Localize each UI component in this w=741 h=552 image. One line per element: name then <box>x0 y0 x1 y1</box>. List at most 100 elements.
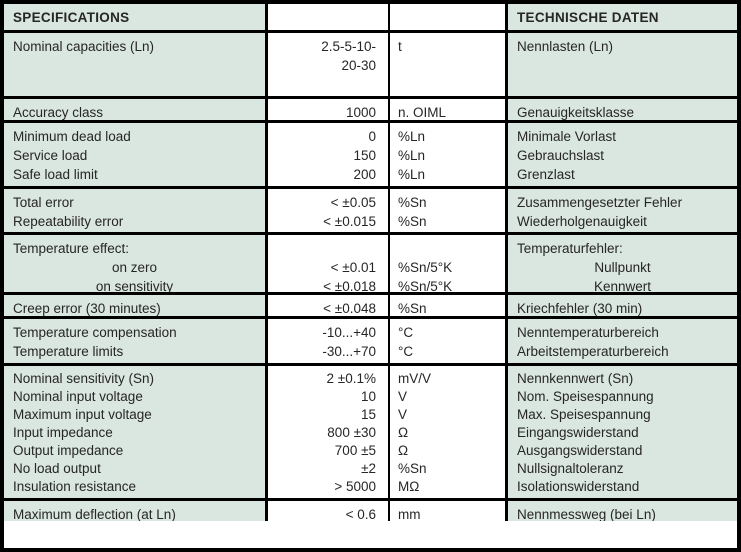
table-row: Accuracy class 1000 n. OIML Genauigkeitskla… <box>4 96 737 120</box>
cell-unit-line: °C <box>398 325 414 340</box>
cell-german-line: Nom. Speisespannung <box>517 389 654 404</box>
cell-value-line: < ±0.015 <box>323 214 376 229</box>
cell-german-line: Genauigkeitsklasse <box>517 105 635 120</box>
cell-specification-line: on sensitivity <box>95 279 174 292</box>
cell-value: 0 150 200 <box>268 123 390 186</box>
cell-value: < 0.6 <box>268 501 390 521</box>
cell-german: Zusammengesetzter Fehler Wiederholgenauig… <box>508 189 737 232</box>
cell-specification-line <box>4 56 265 75</box>
cell-specification: Temperature compensation Temperature limi… <box>4 319 268 363</box>
table-row: Total error Repeatability error < ±0.05 < ±… <box>4 186 737 232</box>
cell-specification-line: Maximum deflection (at Ln) <box>13 507 176 521</box>
cell-value: -10...+40 -30...+70 <box>268 319 390 363</box>
cell-value-line: 700 ±5 <box>334 443 376 458</box>
cell-german-line: Kriechfehler (30 min) <box>517 301 643 316</box>
table-header-row: SPECIFICATIONS TECHNISCHE DATEN <box>4 4 737 30</box>
cell-unit-line <box>390 56 505 75</box>
cell-unit: mm <box>390 501 508 521</box>
cell-specification-line: on zero <box>111 260 158 275</box>
cell-german-line: Nullpunkt <box>594 260 651 275</box>
cell-german-line: Wiederholgenauigkeit <box>517 214 647 229</box>
cell-german-line: Nennmessweg (bei Ln) <box>517 507 656 521</box>
cell-unit-line: %Ln <box>398 148 426 163</box>
cell-value-line: -30...+70 <box>322 344 376 359</box>
cell-unit: %Sn <box>390 295 508 316</box>
cell-german: Minimale Vorlast Gebrauchslast Grenzlast <box>508 123 737 186</box>
cell-german-line: Nennlasten (Ln) <box>517 39 614 54</box>
cell-unit-line: %Ln <box>398 129 426 144</box>
cell-value-line: 10 <box>360 389 376 404</box>
header-technische-daten-cell: TECHNISCHE DATEN <box>508 4 737 30</box>
cell-unit-line: %Sn/5°K <box>398 260 453 275</box>
table-body: Nominal capacities (Ln) 2.5-5-10- 20-30 t … <box>4 30 737 521</box>
cell-specification-line: Temperature limits <box>13 344 124 359</box>
cell-german: Nennmessweg (bei Ln) <box>508 501 737 521</box>
cell-german: Kriechfehler (30 min) <box>508 295 737 316</box>
cell-unit-line: %Sn <box>398 195 427 210</box>
table-row: Creep error (30 minutes) < ±0.048 %Sn Kriec… <box>4 292 737 316</box>
cell-unit-line: %Sn <box>398 214 427 229</box>
cell-specification-line: Temperature effect: <box>13 241 130 256</box>
cell-unit-line: Ω <box>398 425 409 440</box>
cell-specification: Minimum dead load Service load Safe load l… <box>4 123 268 186</box>
cell-specification-line: Accuracy class <box>13 105 104 120</box>
cell-specification: Creep error (30 minutes) <box>4 295 268 316</box>
cell-unit-line: n. OIML <box>398 105 447 120</box>
cell-unit-line: V <box>398 389 408 404</box>
cell-specification-line: Insulation resistance <box>13 479 137 494</box>
header-technische-daten-label: TECHNISCHE DATEN <box>517 9 659 25</box>
cell-specification: Maximum deflection (at Ln) <box>4 501 268 521</box>
cell-unit-line: MΩ <box>398 479 420 494</box>
cell-german: Nenntemperaturbereich Arbeitstemperaturbe… <box>508 319 737 363</box>
cell-german-line: Nennkennwert (Sn) <box>517 371 634 386</box>
cell-german: Genauigkeitsklasse <box>508 99 737 120</box>
cell-unit: mV/V V V Ω Ω %Sn MΩ <box>390 366 508 498</box>
cell-value: 2 ±0.1% 10 15 800 ±30 700 ±5 ±2 > 5000 <box>268 366 390 498</box>
cell-value: < ±0.01 < ±0.018 <box>268 235 390 292</box>
cell-value-line: 0 <box>368 129 376 144</box>
table-row: Nominal sensitivity (Sn) Nominal input vo… <box>4 363 737 498</box>
cell-unit-line: t <box>398 39 402 54</box>
cell-value-line: -10...+40 <box>322 325 376 340</box>
cell-value-line: 150 <box>353 148 376 163</box>
cell-value: 1000 <box>268 99 390 120</box>
cell-value: 2.5-5-10- 20-30 <box>268 33 390 96</box>
cell-value-line: < ±0.05 <box>330 195 376 210</box>
cell-german-line: Minimale Vorlast <box>517 129 617 144</box>
cell-unit: %Ln %Ln %Ln <box>390 123 508 186</box>
header-specifications-cell: SPECIFICATIONS <box>4 4 268 30</box>
cell-value-line: < ±0.018 <box>323 279 376 292</box>
cell-unit-line: V <box>398 407 408 422</box>
cell-specification-line: No load output <box>13 461 101 476</box>
cell-specification-line: Minimum dead load <box>13 129 131 144</box>
cell-unit-line: %Ln <box>398 167 426 182</box>
cell-german-line: Zusammengesetzter Fehler <box>517 195 683 210</box>
cell-german: Nennlasten (Ln) <box>508 33 737 96</box>
cell-unit: n. OIML <box>390 99 508 120</box>
cell-unit: %Sn %Sn <box>390 189 508 232</box>
cell-specification-line: Maximum input voltage <box>13 407 152 422</box>
cell-german-line <box>508 56 737 75</box>
table-row: Temperature compensation Temperature limi… <box>4 316 737 363</box>
cell-value-line <box>268 239 388 258</box>
cell-specification-line: Output impedance <box>13 443 124 458</box>
cell-unit: °C °C <box>390 319 508 363</box>
cell-specification-line: Total error <box>13 195 74 210</box>
cell-specification-line: Nominal capacities (Ln) <box>13 39 155 54</box>
cell-value-line: < ±0.01 <box>330 260 376 275</box>
cell-value-line: 2 ±0.1% <box>326 371 376 386</box>
cell-unit-line: %Sn/5°K <box>398 279 453 292</box>
cell-german: Nennkennwert (Sn) Nom. Speisespannung Max.… <box>508 366 737 498</box>
cell-specification: Accuracy class <box>4 99 268 120</box>
cell-unit-line: °C <box>398 344 414 359</box>
cell-german-line: Grenzlast <box>517 167 575 182</box>
cell-value-line: ±2 <box>361 461 376 476</box>
cell-german-line: Eingangswiderstand <box>517 425 639 440</box>
cell-german-line: Kennwert <box>593 279 652 292</box>
cell-german-line: Gebrauchslast <box>517 148 605 163</box>
cell-unit-line: Ω <box>398 443 409 458</box>
table-row: Temperature effect: on zero on sensitivity… <box>4 232 737 292</box>
cell-specification-line: Repeatability error <box>13 214 124 229</box>
cell-value-line: < ±0.048 <box>323 301 376 316</box>
